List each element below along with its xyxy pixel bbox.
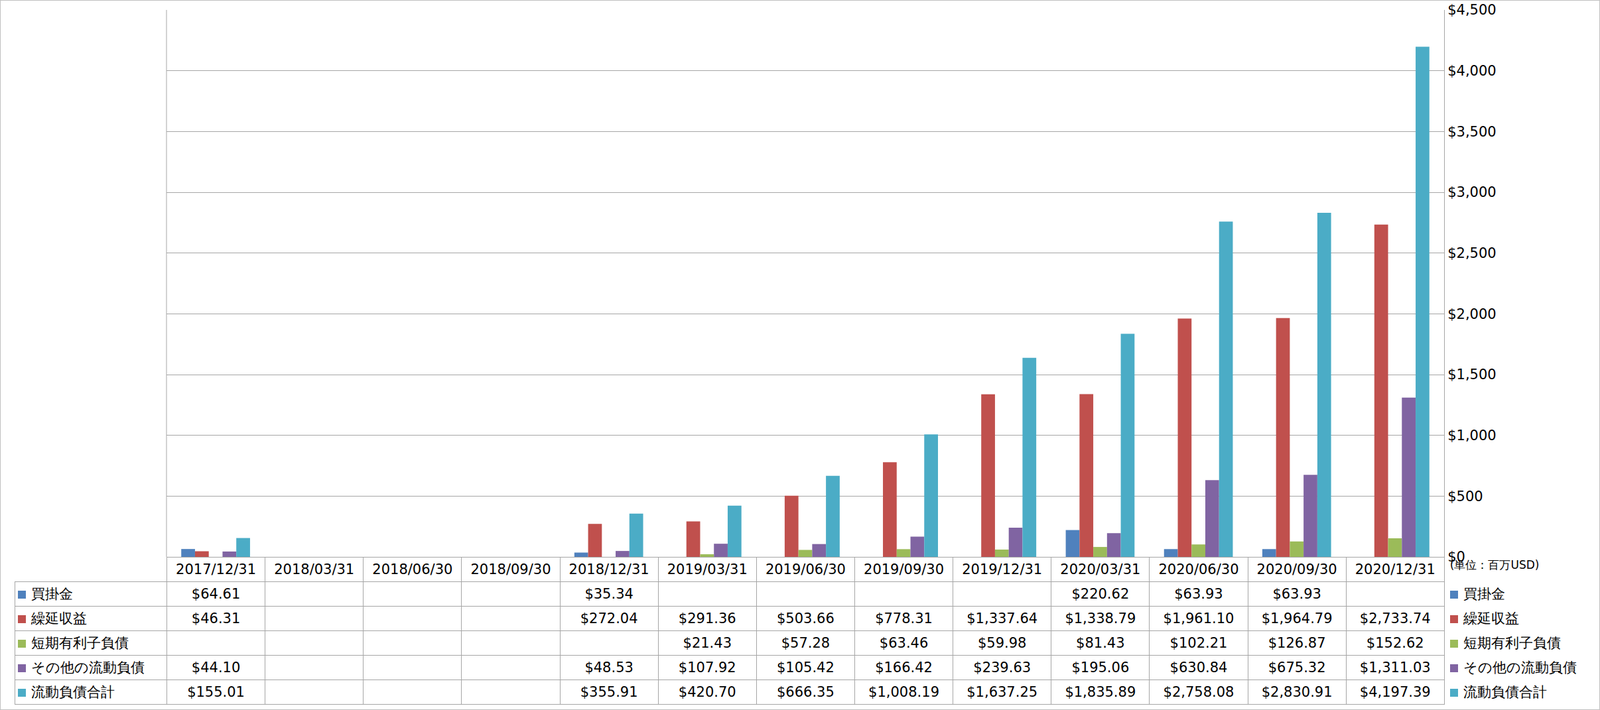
svg-text:$1,500: $1,500 <box>1447 366 1496 383</box>
svg-text:$2,500: $2,500 <box>1447 245 1496 262</box>
svg-text:$3,000: $3,000 <box>1447 184 1496 201</box>
svg-text:$500: $500 <box>1447 488 1483 505</box>
svg-text:$2,000: $2,000 <box>1447 306 1496 323</box>
svg-text:$1,000: $1,000 <box>1447 427 1496 444</box>
svg-text:$3,500: $3,500 <box>1447 124 1496 140</box>
svg-text:$4,500: $4,500 <box>1447 1 1496 18</box>
svg-text:$4,000: $4,000 <box>1447 63 1496 79</box>
